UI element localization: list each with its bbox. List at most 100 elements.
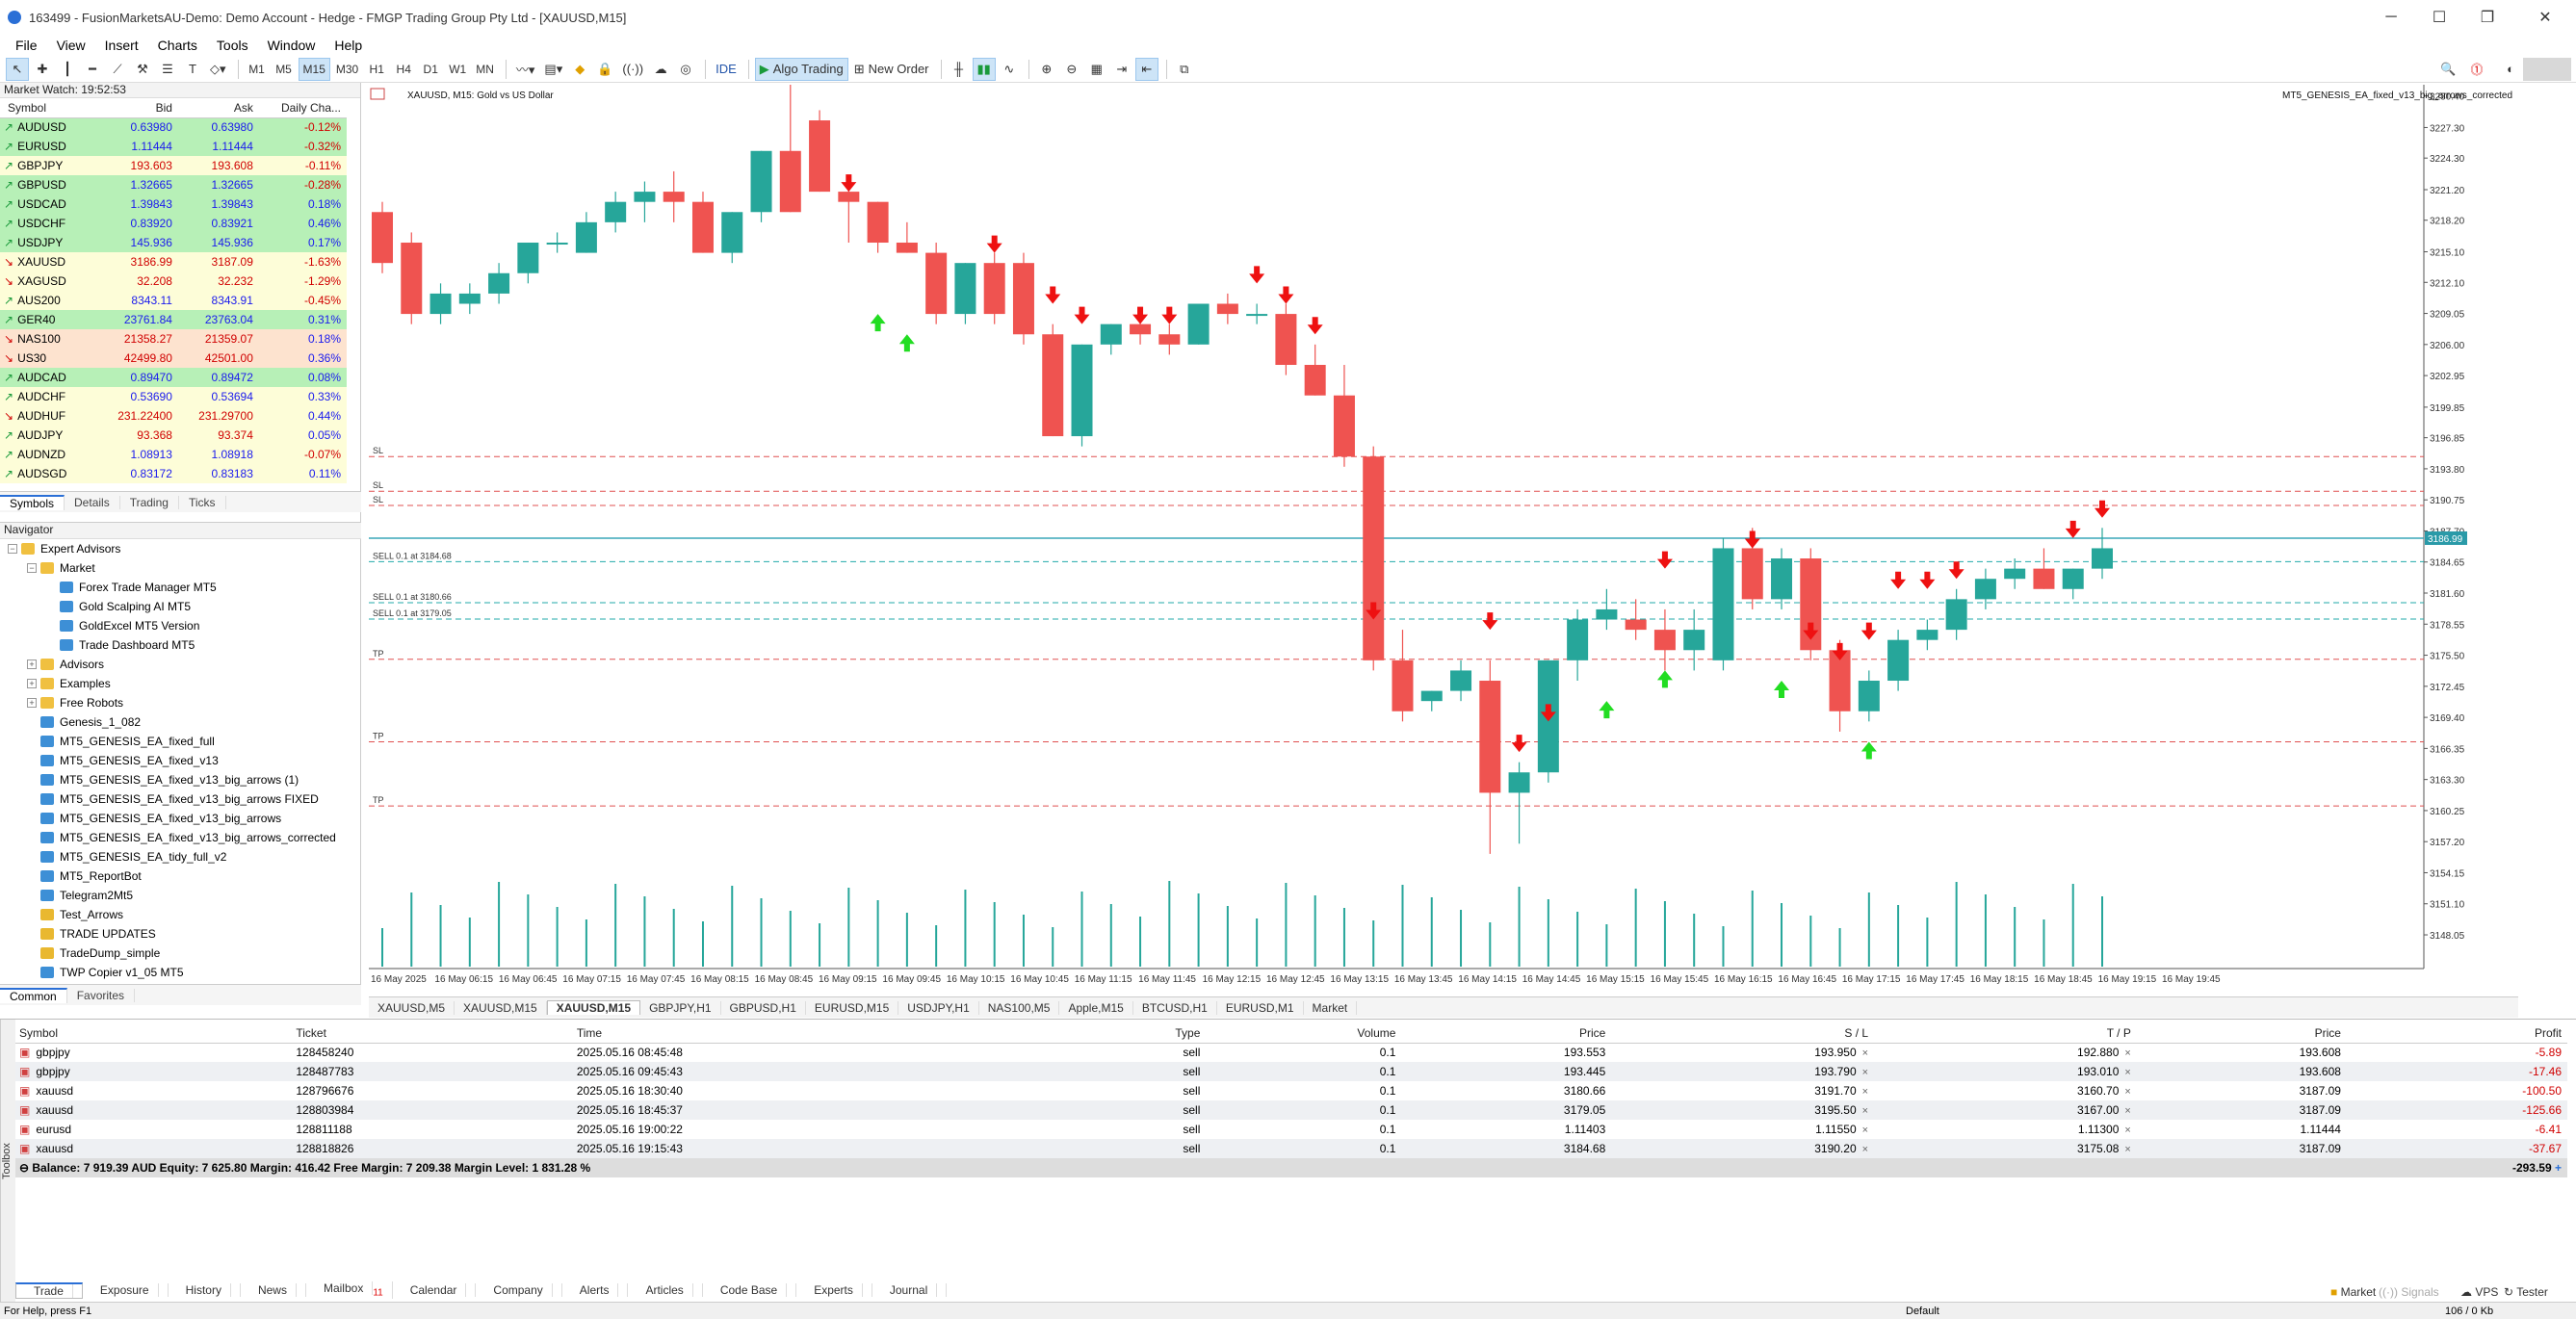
tab-common[interactable]: Common: [0, 987, 67, 1003]
tab-trading[interactable]: Trading: [120, 495, 179, 509]
market-watch-row[interactable]: ↘ XAGUSD 32.208 32.232 -1.29%: [0, 272, 347, 291]
price-chart[interactable]: 3230.40 3227.30 3224.30 3221.20 3218.20 3215.…: [369, 69, 2518, 996]
candle-body[interactable]: [925, 252, 948, 315]
autoscroll-icon[interactable]: ⇥: [1116, 61, 1128, 76]
remove-level-icon[interactable]: ×: [2124, 1047, 2131, 1060]
candle-body[interactable]: [838, 192, 860, 202]
algo-trading-button[interactable]: ▶ Algo Trading: [754, 57, 848, 81]
text-icon[interactable]: T: [189, 62, 196, 76]
toolbox-tab[interactable]: Trade: [15, 1281, 83, 1299]
experts-icon[interactable]: ◆: [575, 61, 585, 76]
market-watch-row[interactable]: ↗ AUDSGD 0.83172 0.83183 0.11%: [0, 464, 347, 483]
toolbox-tab[interactable]: Code Base: [703, 1283, 797, 1297]
vertical-line-icon[interactable]: ┃: [64, 61, 71, 76]
remove-level-icon[interactable]: ×: [1861, 1067, 1869, 1078]
candle-body[interactable]: [867, 201, 889, 244]
trades-col-header[interactable]: Volume: [1206, 1023, 1402, 1044]
candle-body[interactable]: [2004, 568, 2026, 580]
tf-w1[interactable]: W1: [449, 62, 467, 76]
toolbox-tab[interactable]: Mailbox 11: [306, 1281, 393, 1299]
remove-level-icon[interactable]: ×: [2124, 1067, 2131, 1078]
trade-row[interactable]: ▣ eurusd 128811188 2025.05.16 19:00:22 sell 0…: [15, 1120, 2567, 1139]
candle-body[interactable]: [721, 212, 743, 253]
trade-row[interactable]: ▣ gbpjpy 128487783 2025.05.16 09:45:43 sell 0…: [15, 1062, 2567, 1081]
candle-body[interactable]: [1858, 681, 1880, 711]
candle-body[interactable]: [663, 192, 685, 202]
expand-toggle-icon[interactable]: −: [27, 563, 37, 573]
add-icon[interactable]: +: [2551, 1161, 2562, 1175]
user-search-box[interactable]: [2523, 57, 2571, 81]
tools-icon[interactable]: ⚒: [137, 61, 148, 76]
candle-body[interactable]: [1829, 650, 1851, 711]
market-watch-row[interactable]: ↗ AUS200 8343.11 8343.91 -0.45%: [0, 291, 347, 310]
candle-body[interactable]: [2033, 568, 2055, 589]
navigator-item[interactable]: − Market: [0, 558, 361, 578]
candle-body[interactable]: [1771, 558, 1793, 600]
remove-level-icon[interactable]: ×: [1861, 1125, 1869, 1136]
market-watch-row[interactable]: ↗ USDCHF 0.83920 0.83921 0.46%: [0, 214, 347, 233]
navigator-item[interactable]: MT5_GENESIS_EA_tidy_full_v2: [0, 847, 361, 866]
chart-shift-icon[interactable]: ⇤: [1134, 57, 1158, 81]
cursor-icon[interactable]: ↖: [6, 57, 29, 81]
toolbox-tab[interactable]: News: [241, 1283, 306, 1297]
candle-body[interactable]: [1683, 630, 1705, 651]
lock-icon[interactable]: 🔒: [597, 61, 613, 76]
toolbox-tab[interactable]: Alerts: [562, 1283, 629, 1297]
candle-body[interactable]: [605, 201, 627, 222]
market-watch-row[interactable]: ↗ USDJPY 145.936 145.936 0.17%: [0, 233, 347, 252]
chart-tab[interactable]: EURUSD,M1: [1217, 1000, 1304, 1015]
screenshot-icon[interactable]: ⧉: [1180, 61, 1189, 76]
status-tester[interactable]: ↻ Tester: [2504, 1285, 2548, 1299]
cloud-icon[interactable]: ☁: [654, 61, 667, 76]
candle-body[interactable]: [458, 293, 481, 304]
candle-body[interactable]: [779, 150, 801, 213]
trade-row[interactable]: ▣ gbpjpy 128458240 2025.05.16 08:45:48 sell 0…: [15, 1043, 2567, 1062]
trades-col-header[interactable]: T / P: [1874, 1023, 2137, 1044]
navigator-item[interactable]: MT5_GENESIS_EA_fixed_v13_big_arrows (1): [0, 770, 361, 789]
market-watch-row[interactable]: ↗ AUDJPY 93.368 93.374 0.05%: [0, 426, 347, 445]
candle-body[interactable]: [575, 221, 597, 253]
chart-tab[interactable]: XAUUSD,M15: [546, 1000, 641, 1015]
account-icon[interactable]: ◐: [2507, 62, 2514, 76]
signal-icon[interactable]: ((·)): [622, 62, 644, 76]
candle-body[interactable]: [1800, 558, 1822, 651]
remove-level-icon[interactable]: ×: [2124, 1125, 2131, 1136]
menu-help[interactable]: Help: [334, 38, 363, 53]
col-daily-change[interactable]: Daily Cha...: [258, 98, 347, 118]
trades-col-header[interactable]: Profit: [2346, 1023, 2567, 1044]
trendline-icon[interactable]: ⟋: [113, 61, 122, 76]
candle-body[interactable]: [372, 212, 393, 264]
candle-body[interactable]: [1916, 630, 1939, 640]
toolbox-tab[interactable]: Exposure: [83, 1283, 169, 1297]
tf-m5[interactable]: M5: [275, 62, 292, 76]
navigator-item[interactable]: − Expert Advisors: [0, 539, 361, 558]
candle-body[interactable]: [429, 293, 452, 315]
menu-window[interactable]: Window: [267, 38, 316, 53]
menu-file[interactable]: File: [15, 38, 38, 53]
remove-level-icon[interactable]: ×: [2124, 1144, 2131, 1155]
candle-body[interactable]: [1596, 608, 1618, 620]
notification-icon[interactable]: ⓵: [2470, 63, 2484, 77]
bar-chart-icon[interactable]: ╫: [953, 62, 964, 76]
candle-body[interactable]: [1363, 456, 1385, 660]
candle-body[interactable]: [1275, 314, 1297, 365]
candle-body[interactable]: [896, 243, 918, 253]
menu-insert[interactable]: Insert: [104, 38, 139, 53]
grid-icon[interactable]: ▦: [1090, 61, 1103, 76]
navigator-item[interactable]: Test_Arrows: [0, 905, 361, 924]
zoom-in-icon[interactable]: ⊕: [1041, 61, 1053, 76]
candle-body[interactable]: [1625, 619, 1647, 631]
market-watch-row[interactable]: ↗ USDCAD 1.39843 1.39843 0.18%: [0, 194, 347, 214]
minimize-icon[interactable]: ─: [2385, 9, 2397, 25]
market-watch-row[interactable]: ↗ AUDUSD 0.63980 0.63980 -0.12%: [0, 117, 347, 137]
col-symbol[interactable]: Symbol: [0, 98, 97, 118]
navigator-item[interactable]: TRADE UPDATES: [0, 924, 361, 944]
new-order-button[interactable]: ⊞ New Order: [850, 58, 933, 81]
tf-m30[interactable]: M30: [335, 62, 359, 76]
market-watch-row[interactable]: ↘ AUDHUF 231.22400 231.29700 0.44%: [0, 406, 347, 426]
navigator-item[interactable]: TradeDump_simple: [0, 944, 361, 963]
candle-body[interactable]: [517, 243, 539, 273]
market-watch-row[interactable]: ↗ AUDCAD 0.89470 0.89472 0.08%: [0, 368, 347, 387]
shapes-icon[interactable]: ◇▾: [210, 61, 226, 76]
menu-tools[interactable]: Tools: [216, 38, 248, 53]
